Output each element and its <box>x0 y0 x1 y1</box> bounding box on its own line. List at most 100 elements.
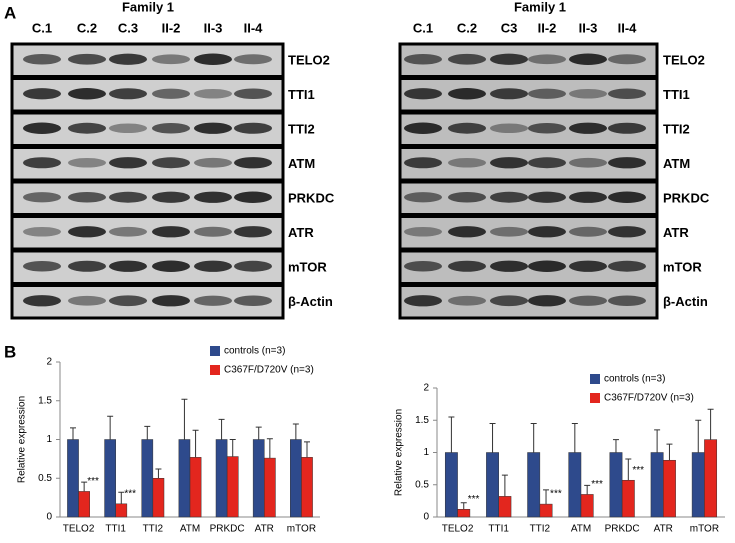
error-bar <box>192 429 199 458</box>
error-bar <box>218 418 225 440</box>
blot-band <box>490 226 528 237</box>
bar <box>498 496 512 518</box>
blot-band <box>109 260 147 272</box>
bar <box>301 457 313 518</box>
blot-band <box>448 122 486 134</box>
blot-band <box>68 191 106 203</box>
x-tick-label: ATR <box>654 524 673 535</box>
blot-band <box>234 260 272 272</box>
legend-label: controls (n=3) <box>604 374 665 385</box>
blot-band <box>194 157 232 168</box>
blot-band <box>404 122 442 134</box>
blot-band <box>194 88 232 99</box>
blot-band <box>404 157 442 169</box>
lane-label: C.3 <box>118 20 138 35</box>
protein-label: ATM <box>288 156 315 171</box>
blot-band <box>448 226 486 238</box>
blot-band <box>490 157 528 169</box>
bar <box>252 439 265 518</box>
blot-band <box>234 157 272 169</box>
significance-label: *** <box>550 489 562 500</box>
y-axis-label: Relative expression <box>17 396 28 483</box>
blot-band <box>608 54 646 65</box>
x-tick-label: ATR <box>255 524 274 535</box>
blot-band <box>194 191 232 203</box>
blot-band <box>152 157 190 169</box>
bar <box>691 452 705 518</box>
error-bar <box>304 441 310 458</box>
legend-swatch <box>590 374 600 384</box>
blot-band <box>569 191 607 203</box>
blot-band <box>194 295 232 306</box>
blot-band <box>194 53 232 65</box>
blot-band <box>490 295 528 307</box>
blot-band <box>23 295 61 307</box>
bar <box>264 457 276 518</box>
error-bar <box>448 416 455 453</box>
blot-band <box>608 260 646 272</box>
blot-band <box>23 260 61 272</box>
legend-label: controls (n=3) <box>224 346 285 357</box>
blot-band <box>404 192 442 203</box>
blot-band <box>234 295 272 306</box>
bar <box>650 452 664 518</box>
protein-label: TTI1 <box>288 87 315 102</box>
blot-band <box>608 226 646 238</box>
lane-label: II-4 <box>618 20 638 35</box>
protein-label: TELO2 <box>288 53 330 68</box>
y-tick-label: 0 <box>423 512 429 523</box>
protein-label: mTOR <box>663 260 702 275</box>
blot-band <box>194 260 232 272</box>
x-tick-label: mTOR <box>287 524 316 535</box>
bar <box>539 503 553 518</box>
bar <box>152 478 165 518</box>
lane-label: II-3 <box>204 20 223 35</box>
blot-band <box>569 226 607 237</box>
bar <box>663 459 676 518</box>
bar <box>67 439 79 518</box>
significance-label: *** <box>468 494 480 505</box>
error-bar <box>144 425 151 440</box>
blot-band <box>569 295 607 306</box>
error-bar <box>107 415 114 440</box>
blot-band <box>23 88 61 100</box>
blot-band <box>569 122 607 134</box>
blot-band <box>23 122 61 134</box>
legend-swatch <box>210 365 220 375</box>
blot-band <box>23 226 61 237</box>
blot-band <box>68 157 106 168</box>
lane-label: C.1 <box>413 20 433 35</box>
protein-label: β-Actin <box>288 294 333 309</box>
blot-band <box>404 226 442 237</box>
bar <box>141 439 154 518</box>
significance-label: *** <box>591 479 603 490</box>
y-tick-label: 0 <box>46 512 52 523</box>
blot-band <box>608 191 646 203</box>
blot-band <box>109 226 147 237</box>
protein-label: TTI2 <box>288 122 315 137</box>
blot-band <box>608 88 646 100</box>
blot-band <box>23 54 61 65</box>
blot-band <box>404 54 442 65</box>
blot-band <box>234 191 272 203</box>
protein-label: TTI1 <box>663 87 690 102</box>
blot-band <box>23 192 61 203</box>
error-bar <box>489 422 496 453</box>
lane-label: II-3 <box>579 20 598 35</box>
protein-label: PRKDC <box>288 191 335 206</box>
error-bar <box>612 439 619 453</box>
blot-band <box>152 88 190 99</box>
legend-label: C367F/D720V (n=3) <box>224 365 314 376</box>
error-bar <box>695 419 702 453</box>
blot-band <box>528 122 566 134</box>
legend-swatch <box>590 393 600 403</box>
bar <box>486 452 499 518</box>
significance-label: *** <box>124 488 136 499</box>
blot-band <box>152 54 190 65</box>
panel-label: B <box>4 342 16 361</box>
blot-band <box>109 157 147 169</box>
error-bar <box>460 502 467 510</box>
blot-band <box>109 191 147 203</box>
bar <box>580 494 594 518</box>
error-bar <box>118 491 125 504</box>
